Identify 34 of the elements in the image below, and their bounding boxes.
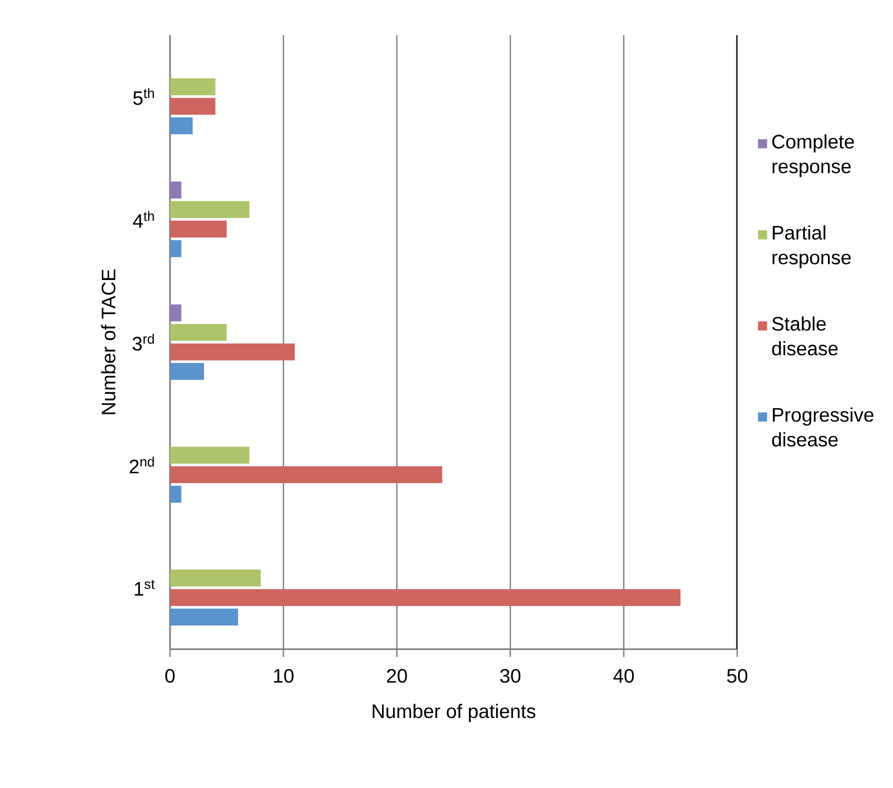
legend-label: Partial response: [772, 225, 851, 268]
bar: [170, 362, 204, 380]
bar: [170, 220, 227, 238]
y-axis-title: Number of TACE: [101, 269, 116, 414]
bar: [170, 240, 182, 257]
bar: [170, 200, 250, 218]
bar: [170, 78, 216, 96]
bar: [170, 181, 182, 198]
x-tick-label: 20: [387, 668, 407, 683]
bar: [170, 486, 182, 502]
bar: [170, 608, 238, 626]
bar: [170, 588, 680, 606]
bar: [170, 343, 295, 360]
bar: [170, 324, 227, 341]
bar: [170, 117, 193, 134]
x-axis-title: Number of patients: [372, 704, 536, 722]
y-tick-label: 5$^{th}$: [133, 88, 154, 105]
x-tick-label: 40: [613, 668, 634, 683]
y-tick-label: 1$^{st}$: [134, 580, 155, 596]
legend-label: Stable disease: [772, 316, 838, 356]
legend-label: Complete response: [772, 134, 854, 177]
x-tick-label: 50: [727, 668, 748, 683]
bar: [170, 569, 261, 586]
x-tick-label: 10: [274, 668, 294, 683]
y-tick-label: 4$^{th}$: [132, 210, 154, 228]
bar: [170, 446, 250, 464]
bar: [170, 466, 442, 483]
bar: [170, 98, 216, 115]
legend-label: Progressive disease: [772, 407, 874, 446]
y-tick-label: 2$^{nd}$: [130, 456, 154, 474]
bar: [170, 304, 182, 322]
y-tick-label: 3$^{rd}$: [132, 334, 154, 350]
x-tick-label: 30: [500, 668, 520, 683]
x-tick-label: 0: [165, 668, 175, 683]
